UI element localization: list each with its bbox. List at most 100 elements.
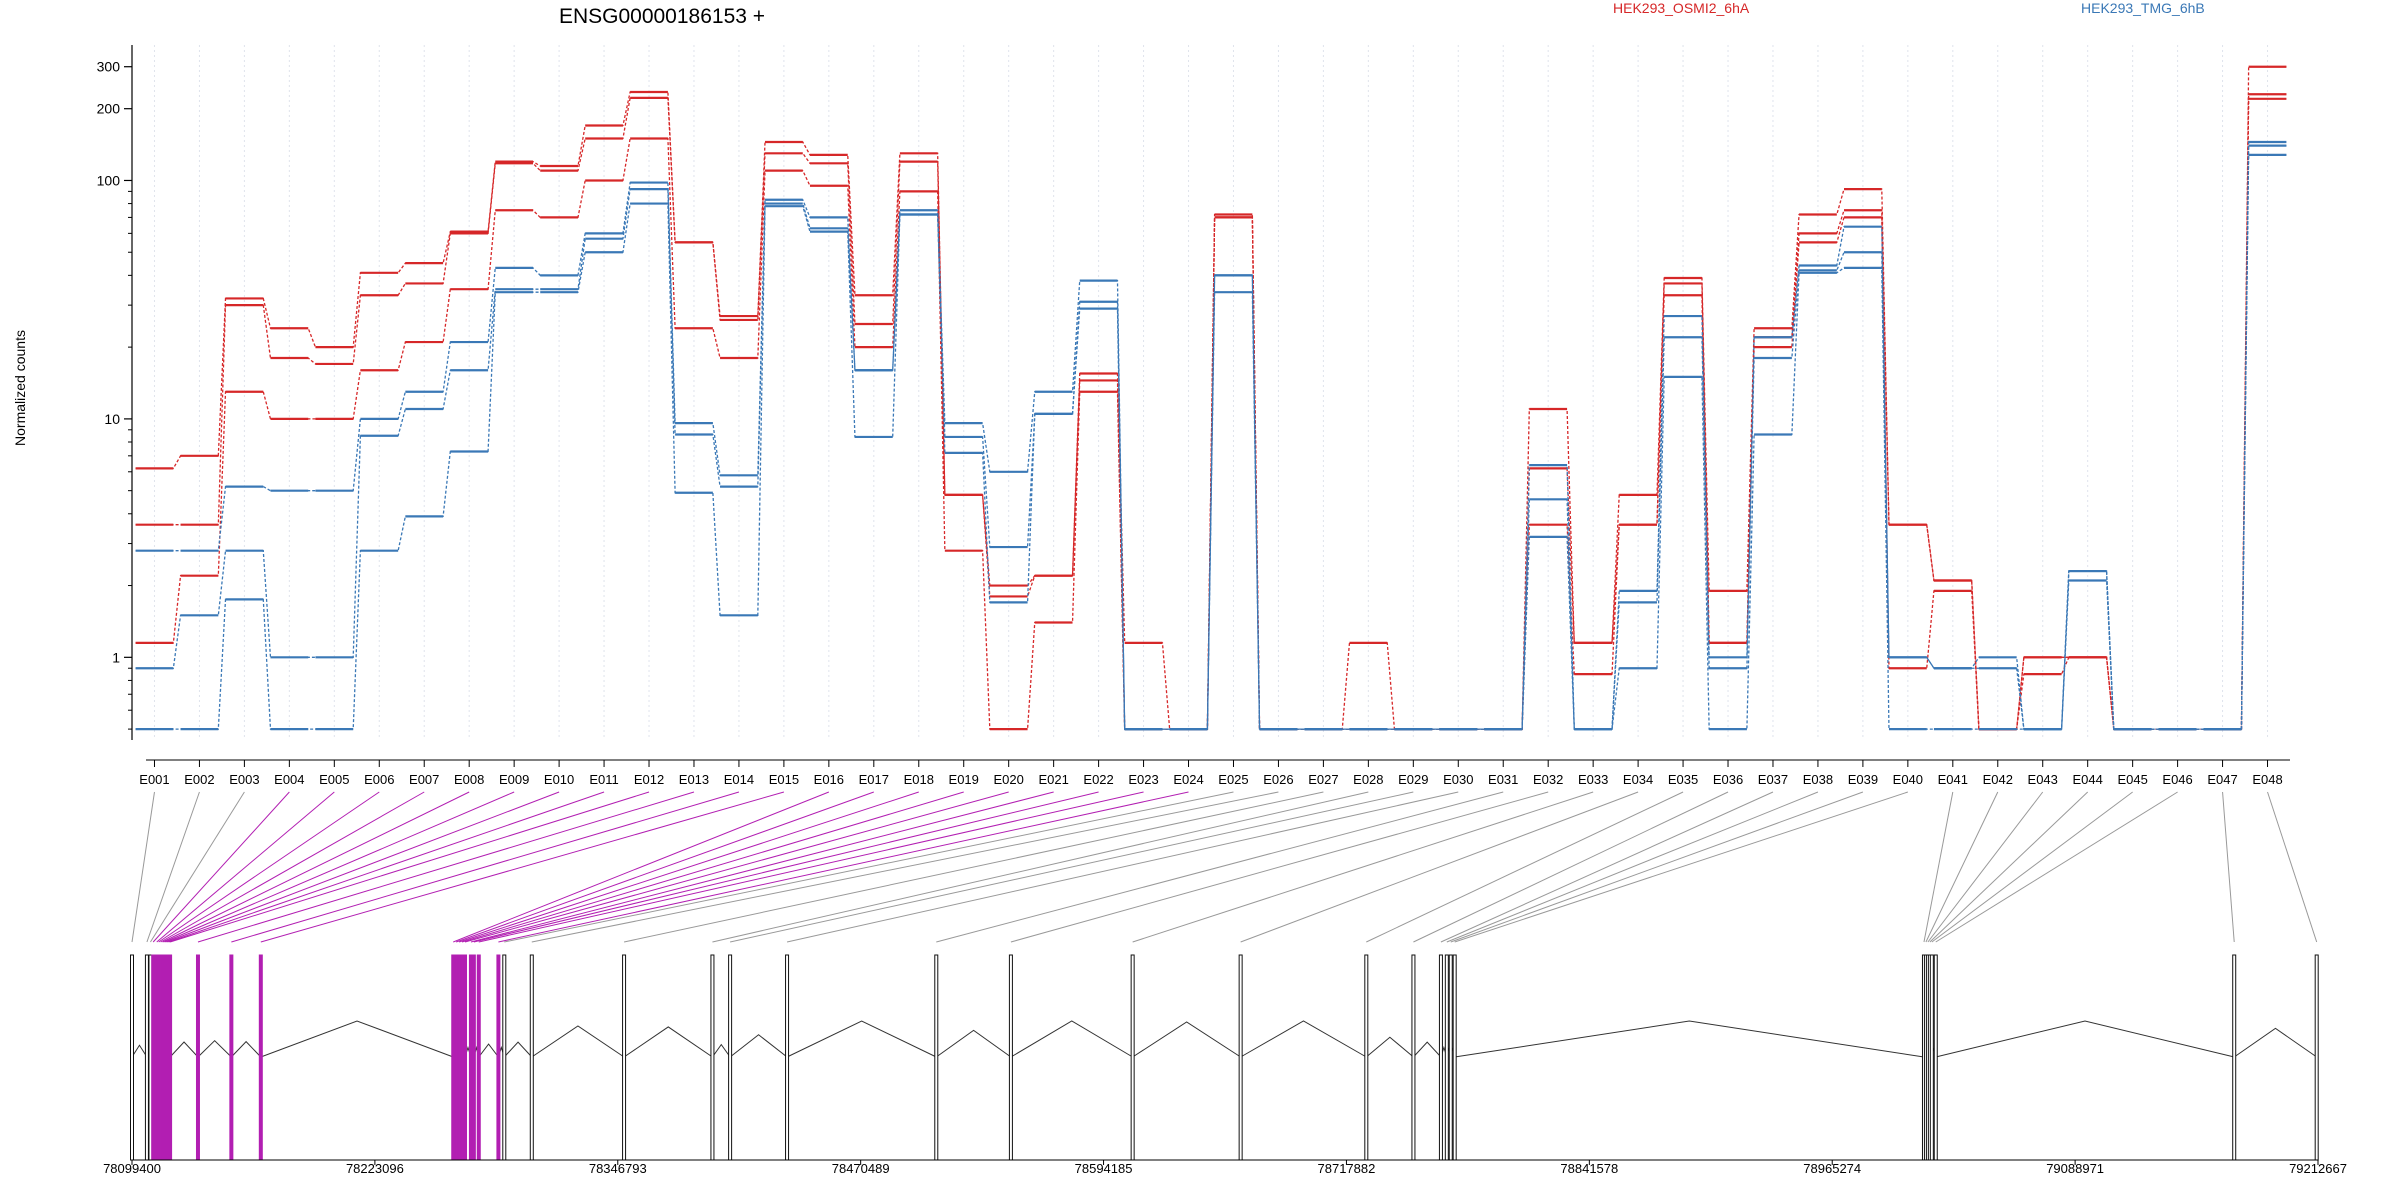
- exon-label: E033: [1578, 772, 1608, 787]
- exon-label: E047: [2207, 772, 2237, 787]
- exon-label: E014: [724, 772, 754, 787]
- y-tick-label: 300: [97, 59, 121, 75]
- exon-connector: [197, 791, 695, 943]
- intron-arc: [131, 1044, 148, 1058]
- exon-label: E034: [1623, 772, 1653, 787]
- exon-connector: [2222, 791, 2235, 943]
- exon-connector: [1132, 791, 1594, 943]
- exon-connector: [260, 791, 785, 943]
- exon-label: E031: [1488, 772, 1518, 787]
- exon-label: E023: [1128, 772, 1158, 787]
- exon-label: E011: [589, 772, 618, 787]
- series-line-connector: [135, 154, 2287, 730]
- exon-box: [934, 954, 939, 1161]
- coord-label: 78594185: [1075, 1161, 1133, 1176]
- exon-label: E025: [1218, 772, 1248, 787]
- intron-arc: [197, 1039, 232, 1058]
- vertical-grid: [153, 45, 2269, 740]
- exon-label: E007: [409, 772, 439, 787]
- exon-connector: [150, 791, 245, 943]
- exon-label: E030: [1443, 772, 1473, 787]
- exon-box: [529, 954, 534, 1161]
- exon-connector: [712, 791, 1369, 943]
- exon-label: E048: [2252, 772, 2282, 787]
- exon-box: [710, 954, 715, 1161]
- gene-model: [130, 954, 2319, 1161]
- y-tick-label: 100: [97, 172, 121, 188]
- exon-box: [151, 954, 156, 1161]
- exon-box: [2314, 954, 2319, 1161]
- coord-label: 79088971: [2046, 1161, 2104, 1176]
- exon-box: [1448, 954, 1453, 1161]
- exon-box: [1438, 954, 1443, 1161]
- exon-connector: [158, 791, 380, 943]
- exon-box: [471, 954, 476, 1161]
- exon-label: E046: [2162, 772, 2192, 787]
- exon-connector: [1440, 791, 1774, 943]
- exon-box: [1238, 954, 1243, 1161]
- exon-box: [1933, 954, 1938, 1161]
- exon-label: E037: [1758, 772, 1788, 787]
- exon-connector: [169, 791, 650, 943]
- exon-label: E008: [454, 772, 484, 787]
- exon-label: E013: [679, 772, 709, 787]
- coord-label: 78470489: [832, 1161, 890, 1176]
- exon-box: [476, 954, 481, 1161]
- exon-label: E010: [544, 772, 574, 787]
- exon-box: [1452, 954, 1457, 1161]
- exon-connector: [162, 791, 470, 943]
- exon-label: E038: [1803, 772, 1833, 787]
- exon-connector: [1450, 791, 1864, 943]
- y-tick-label: 10: [104, 411, 120, 427]
- coord-label: 78717882: [1318, 1161, 1376, 1176]
- intron-arc: [230, 1040, 262, 1058]
- exon-connector: [146, 791, 200, 943]
- exon-label: E044: [2073, 772, 2103, 787]
- exon-connector: [168, 791, 605, 943]
- exon-connector: [1413, 791, 1729, 943]
- exon-label: E002: [184, 772, 214, 787]
- exon-label: E040: [1893, 772, 1923, 787]
- exon-connector: [1240, 791, 1639, 943]
- exon-connector: [231, 791, 740, 943]
- exon-box: [622, 954, 627, 1161]
- exon-connector: [156, 791, 335, 943]
- legend-item-osmi2: HEK293_OSMI2_6hA: [1613, 0, 1750, 16]
- intron-arc: [935, 1029, 1012, 1058]
- intron-arc: [1240, 1020, 1367, 1058]
- exon-connector: [1927, 791, 2044, 943]
- intron-arc: [503, 1041, 533, 1058]
- exon-connector: [478, 791, 1144, 943]
- exon-connector: [1366, 791, 1684, 943]
- exon-label: E004: [274, 772, 304, 787]
- exon-box: [728, 954, 733, 1161]
- exon-box: [1130, 954, 1135, 1161]
- exon-box: [1411, 954, 1416, 1161]
- exon-connector: [453, 791, 830, 943]
- exon-label: E028: [1353, 772, 1383, 787]
- exon-label: E026: [1263, 772, 1293, 787]
- exon-box: [2232, 954, 2237, 1161]
- exon-label: E022: [1083, 772, 1113, 787]
- exon-box: [168, 954, 173, 1161]
- exon-label: E042: [1983, 772, 2013, 787]
- intron-arc: [531, 1025, 625, 1058]
- exon-label: E032: [1533, 772, 1563, 787]
- exon-label: E029: [1398, 772, 1428, 787]
- exon-connector: [1923, 791, 1954, 943]
- exon-box: [130, 954, 134, 1161]
- exon-box: [496, 954, 501, 1161]
- series-lines: [135, 65, 2287, 731]
- exon-label: E020: [994, 772, 1024, 787]
- exon-label: E021: [1038, 772, 1068, 787]
- intron-arc: [1132, 1021, 1241, 1058]
- chart-title: ENSG00000186153 +: [559, 5, 765, 28]
- exon-connector: [131, 791, 155, 943]
- exon-label: E016: [814, 772, 844, 787]
- exon-box: [1444, 954, 1449, 1161]
- exon-box: [258, 954, 263, 1161]
- exon-label: E001: [139, 772, 169, 787]
- exon-connector: [2267, 791, 2318, 943]
- exon-connector: [1929, 791, 2089, 943]
